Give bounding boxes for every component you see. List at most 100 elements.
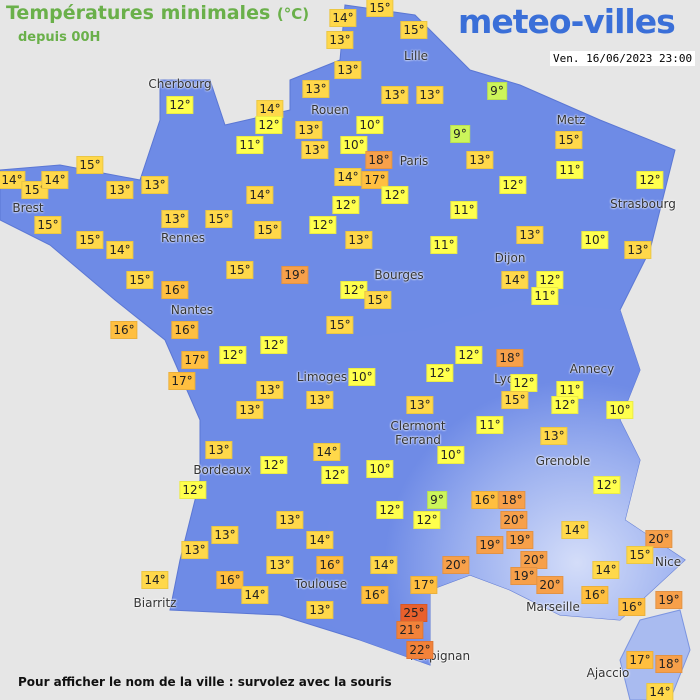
temperature-label[interactable]: 12° bbox=[260, 456, 288, 474]
temperature-label[interactable]: 11° bbox=[450, 201, 478, 219]
temperature-label[interactable]: 12° bbox=[332, 196, 360, 214]
temperature-label[interactable]: 14° bbox=[329, 9, 357, 27]
temperature-label[interactable]: 12° bbox=[179, 481, 207, 499]
temperature-label[interactable]: 19° bbox=[655, 591, 683, 609]
city-name[interactable]: Ajaccio bbox=[586, 666, 630, 680]
temperature-label[interactable]: 13° bbox=[266, 556, 294, 574]
temperature-label[interactable]: 12° bbox=[260, 336, 288, 354]
temperature-label[interactable]: 11° bbox=[556, 161, 584, 179]
temperature-label[interactable]: 16° bbox=[471, 491, 499, 509]
temperature-label[interactable]: 13° bbox=[161, 210, 189, 228]
temperature-label[interactable]: 14° bbox=[561, 521, 589, 539]
temperature-label[interactable]: 19° bbox=[281, 266, 309, 284]
temperature-label[interactable]: 12° bbox=[166, 96, 194, 114]
city-name[interactable]: Biarritz bbox=[133, 596, 177, 610]
temperature-label[interactable]: 12° bbox=[413, 511, 441, 529]
temperature-label[interactable]: 12° bbox=[426, 364, 454, 382]
temperature-label[interactable]: 17° bbox=[361, 171, 389, 189]
temperature-label[interactable]: 12° bbox=[381, 186, 409, 204]
temperature-label[interactable]: 14° bbox=[646, 683, 674, 700]
temperature-label[interactable]: 12° bbox=[510, 374, 538, 392]
temperature-label[interactable]: 14° bbox=[592, 561, 620, 579]
temperature-label[interactable]: 15° bbox=[364, 291, 392, 309]
city-name[interactable]: Cherbourg bbox=[148, 77, 212, 91]
temperature-label[interactable]: 10° bbox=[581, 231, 609, 249]
city-name[interactable]: Brest bbox=[12, 201, 44, 215]
temperature-label[interactable]: 12° bbox=[593, 476, 621, 494]
city-name[interactable]: Bordeaux bbox=[193, 463, 251, 477]
temperature-label[interactable]: 15° bbox=[400, 21, 428, 39]
temperature-label[interactable]: 18° bbox=[498, 491, 526, 509]
temperature-label[interactable]: 25° bbox=[400, 604, 428, 622]
temperature-label[interactable]: 17° bbox=[168, 372, 196, 390]
temperature-label[interactable]: 18° bbox=[365, 151, 393, 169]
temperature-label[interactable]: 13° bbox=[295, 121, 323, 139]
temperature-label[interactable]: 13° bbox=[256, 381, 284, 399]
temperature-label[interactable]: 10° bbox=[340, 136, 368, 154]
temperature-label[interactable]: 14° bbox=[141, 571, 169, 589]
city-name[interactable]: Strasbourg bbox=[610, 197, 676, 211]
city-name[interactable]: Nantes bbox=[170, 303, 214, 317]
temperature-label[interactable]: 22° bbox=[406, 641, 434, 659]
temperature-label[interactable]: 14° bbox=[41, 171, 69, 189]
temperature-label[interactable]: 13° bbox=[236, 401, 264, 419]
temperature-label[interactable]: 13° bbox=[306, 601, 334, 619]
temperature-label[interactable]: 14° bbox=[0, 171, 26, 189]
temperature-label[interactable]: 16° bbox=[161, 281, 189, 299]
temperature-label[interactable]: 11° bbox=[531, 287, 559, 305]
temperature-label[interactable]: 10° bbox=[348, 368, 376, 386]
temperature-label[interactable]: 11° bbox=[236, 136, 264, 154]
temperature-label[interactable]: 12° bbox=[551, 396, 579, 414]
temperature-label[interactable]: 12° bbox=[636, 171, 664, 189]
temperature-label[interactable]: 19° bbox=[510, 567, 538, 585]
temperature-label[interactable]: 13° bbox=[276, 511, 304, 529]
temperature-label[interactable]: 10° bbox=[366, 460, 394, 478]
temperature-label[interactable]: 14° bbox=[306, 531, 334, 549]
temperature-label[interactable]: 16° bbox=[361, 586, 389, 604]
city-name[interactable]: Clermont Ferrand bbox=[390, 419, 446, 447]
temperature-label[interactable]: 13° bbox=[381, 86, 409, 104]
temperature-label[interactable]: 16° bbox=[216, 571, 244, 589]
temperature-label[interactable]: 11° bbox=[476, 416, 504, 434]
temperature-label[interactable]: 15° bbox=[76, 231, 104, 249]
temperature-label[interactable]: 13° bbox=[516, 226, 544, 244]
temperature-label[interactable]: 16° bbox=[581, 586, 609, 604]
temperature-label[interactable]: 11° bbox=[556, 381, 584, 399]
temperature-label[interactable]: 13° bbox=[106, 181, 134, 199]
temperature-label[interactable]: 14° bbox=[241, 586, 269, 604]
city-name[interactable]: Metz bbox=[556, 113, 586, 127]
city-name[interactable]: Dijon bbox=[494, 251, 526, 265]
temperature-label[interactable]: 18° bbox=[496, 349, 524, 367]
temperature-label[interactable]: 20° bbox=[536, 576, 564, 594]
temperature-label[interactable]: 16° bbox=[316, 556, 344, 574]
temperature-label[interactable]: 17° bbox=[181, 351, 209, 369]
temperature-label[interactable]: 13° bbox=[466, 151, 494, 169]
temperature-label[interactable]: 14° bbox=[256, 100, 284, 118]
temperature-label[interactable]: 15° bbox=[76, 156, 104, 174]
temperature-label[interactable]: 15° bbox=[205, 210, 233, 228]
temperature-label[interactable]: 12° bbox=[255, 116, 283, 134]
temperature-label[interactable]: 20° bbox=[442, 556, 470, 574]
temperature-label[interactable]: 13° bbox=[302, 80, 330, 98]
temperature-label[interactable]: 12° bbox=[499, 176, 527, 194]
city-name[interactable]: Toulouse bbox=[294, 577, 348, 591]
temperature-label[interactable]: 14° bbox=[246, 186, 274, 204]
temperature-label[interactable]: 17° bbox=[626, 651, 654, 669]
temperature-label[interactable]: 9° bbox=[427, 491, 447, 509]
temperature-label[interactable]: 13° bbox=[205, 441, 233, 459]
temperature-label[interactable]: 13° bbox=[306, 391, 334, 409]
temperature-label[interactable]: 13° bbox=[141, 176, 169, 194]
temperature-label[interactable]: 14° bbox=[313, 443, 341, 461]
temperature-label[interactable]: 15° bbox=[326, 316, 354, 334]
temperature-label[interactable]: 15° bbox=[126, 271, 154, 289]
temperature-label[interactable]: 20° bbox=[645, 530, 673, 548]
temperature-label[interactable]: 9° bbox=[450, 125, 470, 143]
temperature-label[interactable]: 12° bbox=[376, 501, 404, 519]
temperature-label[interactable]: 13° bbox=[211, 526, 239, 544]
temperature-label[interactable]: 10° bbox=[437, 446, 465, 464]
city-name[interactable]: Bourges bbox=[374, 268, 424, 282]
temperature-label[interactable]: 15° bbox=[501, 391, 529, 409]
temperature-label[interactable]: 14° bbox=[106, 241, 134, 259]
temperature-label[interactable]: 14° bbox=[334, 168, 362, 186]
city-name[interactable]: Annecy bbox=[569, 362, 615, 376]
